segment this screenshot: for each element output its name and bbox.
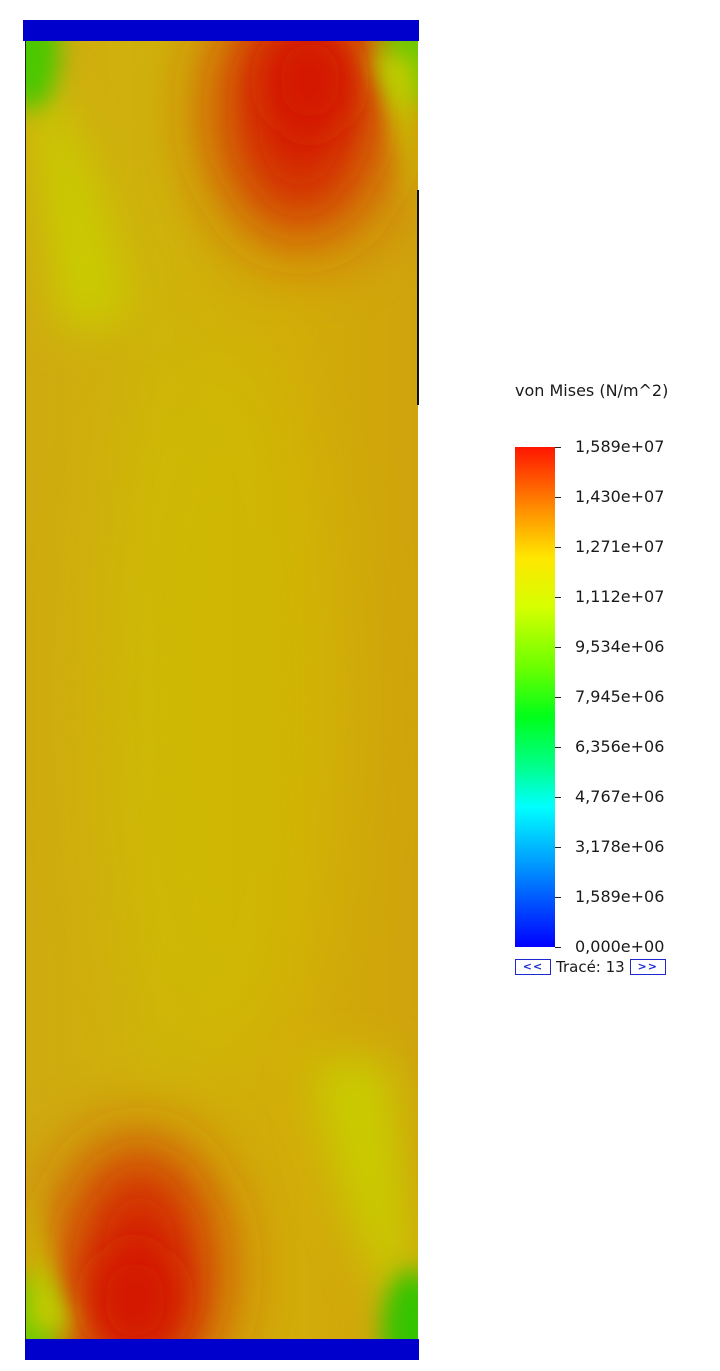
legend-tick-label: 1,430e+07: [575, 487, 665, 506]
bottom-clamp: [25, 1339, 419, 1360]
next-plot-button[interactable]: >>: [629, 959, 666, 975]
legend-tick-mark: [555, 596, 561, 598]
legend-colorbar: [515, 447, 555, 947]
legend-tick-label: 1,589e+07: [575, 437, 665, 456]
legend-tick-label: 1,589e+06: [575, 887, 665, 906]
legend-tick-mark: [555, 946, 561, 948]
legend-tick-mark: [555, 696, 561, 698]
legend-title: von Mises (N/m^2): [515, 381, 669, 400]
legend-tick-label: 3,178e+06: [575, 837, 665, 856]
legend-tick-label: 0,000e+00: [575, 937, 665, 956]
legend-tick-label: 1,271e+07: [575, 537, 665, 556]
legend-tick-mark: [555, 796, 561, 798]
legend-tick-mark: [555, 646, 561, 648]
legend-tick-mark: [555, 496, 561, 498]
legend-tick-mark: [555, 446, 561, 448]
legend-tick-label: 7,945e+06: [575, 687, 665, 706]
plot-number-label: Tracé: 13: [556, 958, 625, 976]
legend-tick-mark: [555, 846, 561, 848]
legend-tick-label: 6,356e+06: [575, 737, 665, 756]
legend-tick-label: 4,767e+06: [575, 787, 665, 806]
legend-tick-mark: [555, 746, 561, 748]
legend-tick-label: 9,534e+06: [575, 637, 665, 656]
top-clamp: [23, 20, 419, 41]
previous-plot-button[interactable]: <<: [515, 959, 551, 975]
legend-tick-mark: [555, 546, 561, 548]
legend-tick-label: 1,112e+07: [575, 587, 665, 606]
part-body: [26, 40, 418, 1340]
plot-navigation: << Tracé: 13 >>: [515, 958, 666, 976]
stress-plot-view[interactable]: [0, 0, 430, 1371]
legend-tick-mark: [555, 896, 561, 898]
